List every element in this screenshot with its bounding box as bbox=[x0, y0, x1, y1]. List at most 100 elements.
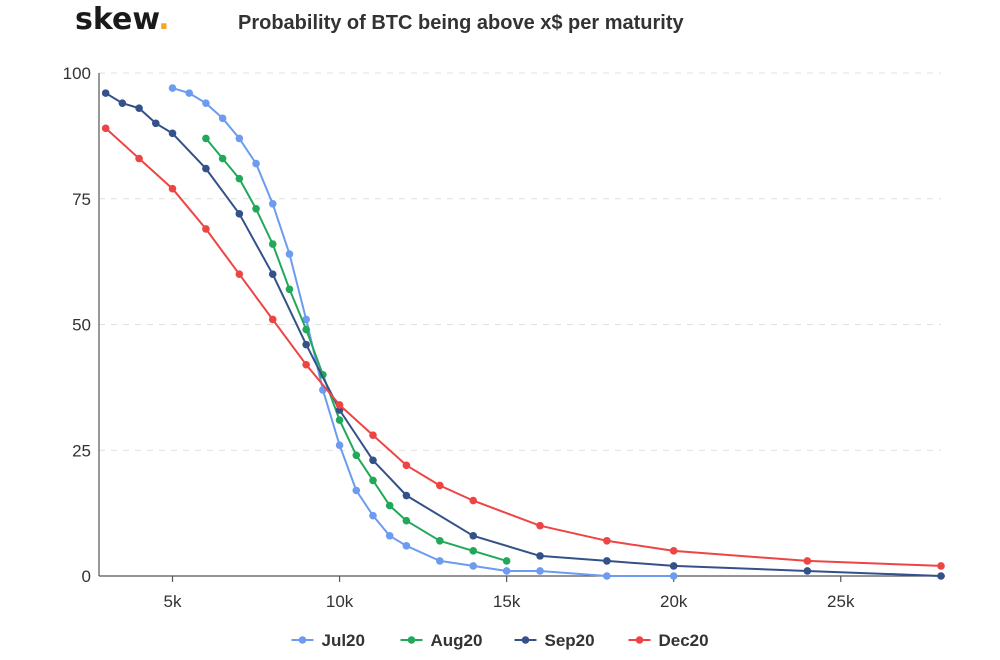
legend-label-sep20: Sep20 bbox=[545, 631, 595, 650]
data-point-aug20[interactable] bbox=[285, 285, 294, 294]
data-point-aug20[interactable] bbox=[235, 174, 244, 183]
y-tick-label: 100 bbox=[63, 64, 91, 83]
data-point-sep20[interactable] bbox=[803, 567, 812, 575]
data-point-jul20[interactable] bbox=[603, 572, 611, 580]
legend-marker-jul20 bbox=[298, 636, 307, 644]
data-point-dec20[interactable] bbox=[937, 562, 945, 570]
series-jul20 bbox=[168, 84, 678, 580]
data-point-dec20[interactable] bbox=[335, 401, 344, 409]
data-point-dec20[interactable] bbox=[268, 315, 277, 324]
data-point-jul20[interactable] bbox=[502, 567, 511, 575]
data-point-aug20[interactable] bbox=[268, 240, 277, 248]
data-point-dec20[interactable] bbox=[369, 431, 377, 439]
data-point-dec20[interactable] bbox=[235, 270, 244, 279]
data-point-jul20[interactable] bbox=[302, 315, 310, 324]
logo-dot: . bbox=[158, 2, 170, 37]
data-point-dec20[interactable] bbox=[101, 124, 110, 133]
data-point-aug20[interactable] bbox=[369, 476, 377, 485]
data-point-jul20[interactable] bbox=[185, 89, 194, 97]
legend-item-sep20[interactable]: Sep20 bbox=[514, 631, 595, 650]
data-point-jul20[interactable] bbox=[235, 134, 244, 143]
series-lines bbox=[101, 84, 945, 580]
data-point-jul20[interactable] bbox=[402, 542, 411, 550]
data-point-sep20[interactable] bbox=[469, 531, 478, 540]
data-point-aug20[interactable] bbox=[302, 325, 310, 334]
data-point-dec20[interactable] bbox=[168, 184, 177, 193]
data-point-aug20[interactable] bbox=[252, 205, 260, 213]
data-point-jul20[interactable] bbox=[268, 199, 277, 208]
legend-marker-dec20 bbox=[635, 636, 644, 644]
chart-title: Probability of BTC being above x$ per ma… bbox=[238, 12, 684, 34]
legend-item-dec20[interactable]: Dec20 bbox=[628, 631, 709, 650]
data-point-jul20[interactable] bbox=[335, 441, 344, 450]
data-point-aug20[interactable] bbox=[469, 547, 478, 555]
skew-logo: skew. bbox=[75, 2, 170, 37]
series-line-dec20 bbox=[105, 127, 942, 567]
legend-marker-sep20 bbox=[521, 636, 530, 644]
data-point-dec20[interactable] bbox=[803, 557, 812, 565]
y-tick-label: 75 bbox=[72, 190, 91, 209]
data-point-sep20[interactable] bbox=[101, 89, 110, 97]
data-point-dec20[interactable] bbox=[302, 360, 310, 369]
data-point-sep20[interactable] bbox=[603, 557, 611, 565]
data-point-sep20[interactable] bbox=[235, 210, 244, 218]
legend-item-aug20[interactable]: Aug20 bbox=[400, 631, 483, 650]
data-point-jul20[interactable] bbox=[352, 486, 361, 495]
data-point-sep20[interactable] bbox=[135, 104, 143, 113]
data-point-dec20[interactable] bbox=[202, 225, 210, 233]
data-point-aug20[interactable] bbox=[218, 154, 227, 163]
data-point-dec20[interactable] bbox=[536, 521, 544, 530]
data-point-jul20[interactable] bbox=[369, 511, 377, 520]
data-point-dec20[interactable] bbox=[469, 496, 478, 505]
data-point-jul20[interactable] bbox=[202, 99, 210, 107]
data-point-aug20[interactable] bbox=[202, 134, 210, 143]
data-point-aug20[interactable] bbox=[402, 516, 411, 525]
series-line-aug20 bbox=[205, 137, 507, 562]
legend-label-dec20: Dec20 bbox=[659, 631, 709, 650]
data-point-sep20[interactable] bbox=[118, 99, 127, 107]
legend-item-jul20[interactable]: Jul20 bbox=[291, 631, 365, 650]
data-point-jul20[interactable] bbox=[669, 572, 678, 580]
data-point-sep20[interactable] bbox=[168, 129, 177, 138]
data-point-dec20[interactable] bbox=[402, 461, 411, 470]
data-point-sep20[interactable] bbox=[402, 491, 411, 500]
x-tick-label: 15k bbox=[493, 592, 521, 611]
data-point-sep20[interactable] bbox=[536, 552, 544, 560]
data-point-aug20[interactable] bbox=[436, 536, 444, 545]
data-point-dec20[interactable] bbox=[436, 481, 444, 490]
data-point-aug20[interactable] bbox=[385, 501, 394, 510]
data-point-dec20[interactable] bbox=[669, 547, 678, 555]
data-point-sep20[interactable] bbox=[937, 572, 945, 580]
data-point-aug20[interactable] bbox=[335, 416, 344, 424]
series-aug20 bbox=[202, 134, 511, 565]
data-point-jul20[interactable] bbox=[168, 84, 177, 92]
data-point-aug20[interactable] bbox=[352, 451, 361, 460]
data-point-sep20[interactable] bbox=[669, 562, 678, 570]
x-tick-label: 10k bbox=[326, 592, 354, 611]
data-point-jul20[interactable] bbox=[536, 567, 544, 575]
data-point-jul20[interactable] bbox=[469, 562, 478, 570]
data-point-sep20[interactable] bbox=[369, 456, 377, 465]
legend-label-aug20: Aug20 bbox=[431, 631, 483, 650]
y-tick-label: 0 bbox=[82, 567, 91, 586]
x-tick-label: 5k bbox=[164, 592, 182, 611]
x-tick-label: 20k bbox=[660, 592, 688, 611]
data-point-jul20[interactable] bbox=[218, 114, 227, 123]
data-point-jul20[interactable] bbox=[385, 531, 394, 540]
legend: Jul20 Aug20 Sep20 Dec20 bbox=[291, 631, 709, 650]
data-point-dec20[interactable] bbox=[135, 154, 143, 163]
legend-marker-aug20 bbox=[407, 636, 416, 644]
data-point-dec20[interactable] bbox=[603, 536, 611, 545]
data-point-sep20[interactable] bbox=[268, 270, 277, 279]
x-tick-label: 25k bbox=[827, 592, 855, 611]
data-point-sep20[interactable] bbox=[302, 340, 310, 349]
logo-text: skew bbox=[75, 2, 159, 37]
data-point-jul20[interactable] bbox=[285, 250, 294, 258]
data-point-aug20[interactable] bbox=[502, 557, 511, 565]
data-point-jul20[interactable] bbox=[252, 159, 260, 168]
data-point-sep20[interactable] bbox=[202, 164, 210, 173]
series-line-jul20 bbox=[172, 87, 674, 577]
data-point-sep20[interactable] bbox=[152, 119, 160, 128]
data-point-jul20[interactable] bbox=[436, 557, 444, 565]
